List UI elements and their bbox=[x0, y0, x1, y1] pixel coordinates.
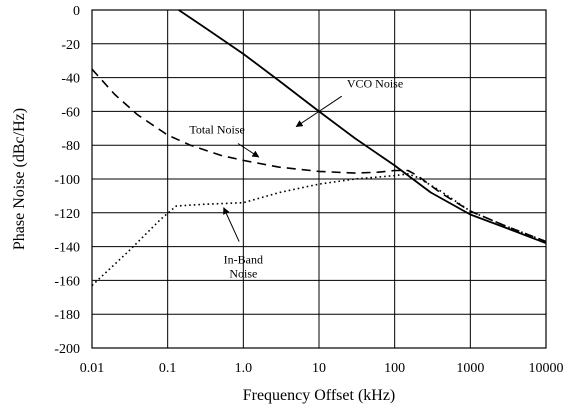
x-tick-label: 1000 bbox=[456, 361, 484, 376]
annotation-label: In-Band Noise bbox=[224, 253, 263, 281]
annotation-label: VCO Noise bbox=[347, 77, 403, 91]
y-tick-label: 0 bbox=[73, 4, 80, 19]
x-tick-label: 0.01 bbox=[80, 361, 105, 376]
series-inband-line bbox=[91, 173, 547, 287]
y-tick-label: -40 bbox=[61, 72, 80, 87]
y-tick-label: -20 bbox=[61, 38, 80, 53]
x-tick-label: 0.1 bbox=[159, 361, 177, 376]
y-tick-label: -120 bbox=[54, 207, 80, 222]
x-tick-label: 100 bbox=[384, 361, 405, 376]
annotation-label-line: Total Noise bbox=[189, 122, 244, 136]
annotation-arrow bbox=[223, 207, 240, 242]
series-total-line bbox=[91, 68, 547, 243]
annotation-label: Total Noise bbox=[189, 122, 244, 136]
y-tick-label: -180 bbox=[54, 308, 80, 323]
y-axis-title: Phase Noise (dBc/Hz) bbox=[11, 108, 28, 250]
tick-labels: 0.01 0.1 1.0 10 100 1000 10000 0 -20 -40 -60 -80 -10… bbox=[54, 4, 563, 376]
annotation-label-line: VCO Noise bbox=[347, 77, 403, 91]
series-vco-line bbox=[178, 9, 547, 245]
series-layer bbox=[91, 9, 547, 287]
x-tick-label: 10000 bbox=[529, 361, 564, 376]
annotation-label-line: Noise bbox=[229, 267, 257, 281]
annotation-arrow bbox=[237, 143, 260, 158]
x-axis-title: Frequency Offset (kHz) bbox=[243, 387, 396, 404]
y-tick-label: -160 bbox=[54, 274, 80, 289]
annotation-arrow bbox=[295, 95, 343, 128]
annotations: VCO Noise Total Noise In-Band Noise bbox=[189, 77, 403, 281]
y-tick-label: -140 bbox=[54, 241, 80, 256]
annotation-label-line: In-Band bbox=[224, 253, 263, 267]
x-tick-label: 1.0 bbox=[235, 361, 253, 376]
plot-area-frame bbox=[91, 9, 547, 349]
y-tick-label: -60 bbox=[61, 105, 80, 120]
grid bbox=[91, 9, 547, 349]
y-tick-label: -100 bbox=[54, 173, 80, 188]
y-tick-label: -200 bbox=[54, 342, 80, 357]
x-tick-label: 10 bbox=[312, 361, 326, 376]
y-tick-label: -80 bbox=[61, 139, 80, 154]
